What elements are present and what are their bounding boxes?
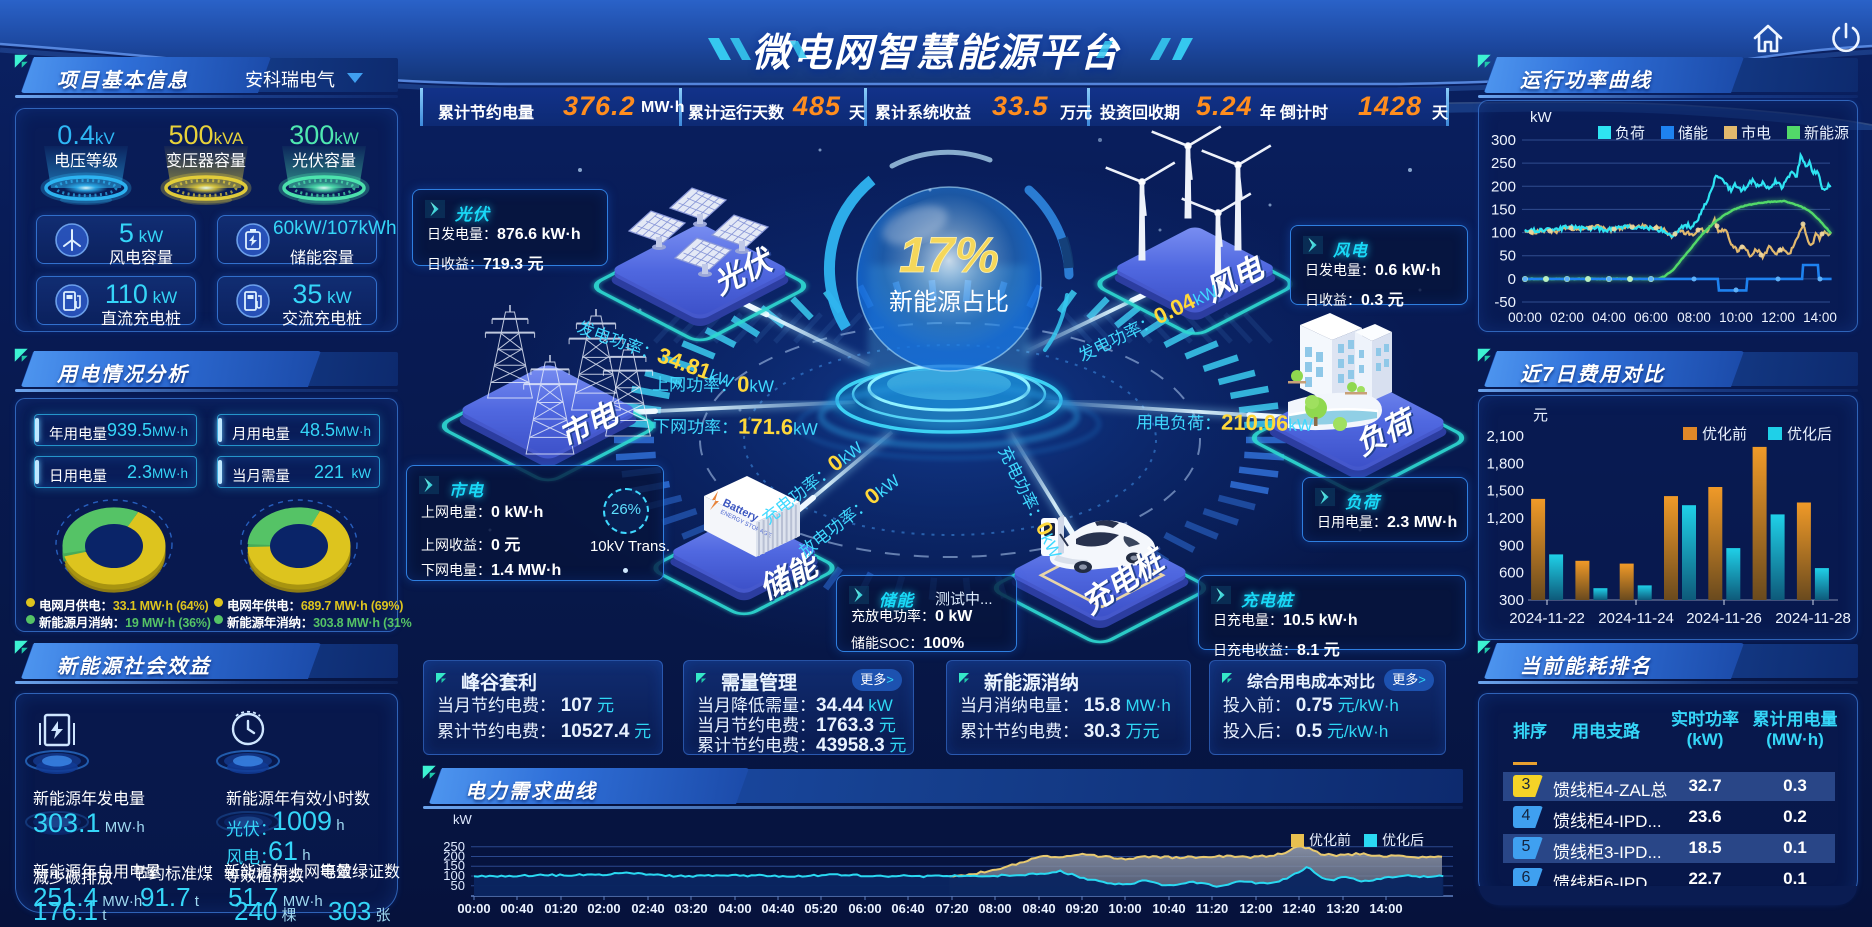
svg-text:负荷: 负荷 — [1615, 125, 1645, 142]
svg-text:00:00: 00:00 — [457, 901, 490, 916]
svg-text:市电: 市电 — [1741, 125, 1771, 142]
svg-text:-50: -50 — [1494, 294, 1516, 311]
svg-text:02:00: 02:00 — [1550, 310, 1584, 325]
svg-text:kW: kW — [1530, 109, 1553, 126]
svg-text:08:40: 08:40 — [1022, 901, 1055, 916]
svg-text:250: 250 — [443, 839, 465, 854]
svg-text:新能源: 新能源 — [1804, 125, 1849, 142]
svg-text:优化后: 优化后 — [1382, 832, 1424, 848]
svg-text:300: 300 — [1499, 592, 1524, 609]
svg-text:02:00: 02:00 — [587, 901, 620, 916]
svg-text:2024-11-22: 2024-11-22 — [1509, 610, 1585, 627]
svg-text:10:40: 10:40 — [1152, 901, 1185, 916]
svg-text:1,800: 1,800 — [1486, 455, 1524, 472]
svg-text:10:00: 10:00 — [1719, 310, 1753, 325]
svg-text:200: 200 — [1491, 178, 1516, 195]
svg-text:1,500: 1,500 — [1486, 483, 1524, 500]
svg-text:12:00: 12:00 — [1239, 901, 1272, 916]
svg-text:储能: 储能 — [1678, 125, 1708, 142]
svg-text:200: 200 — [443, 849, 465, 864]
svg-text:kW: kW — [453, 812, 473, 827]
svg-text:04:00: 04:00 — [718, 901, 751, 916]
svg-text:01:20: 01:20 — [544, 901, 577, 916]
svg-text:04:00: 04:00 — [1592, 310, 1626, 325]
svg-text:14:00: 14:00 — [1803, 310, 1837, 325]
svg-text:05:20: 05:20 — [804, 901, 837, 916]
svg-text:2024-11-28: 2024-11-28 — [1775, 610, 1851, 627]
svg-text:优化前: 优化前 — [1702, 426, 1747, 443]
svg-text:900: 900 — [1499, 537, 1524, 554]
svg-text:50: 50 — [1499, 248, 1516, 265]
svg-text:新能源占比: 新能源占比 — [889, 289, 1009, 316]
svg-text:100: 100 — [1491, 225, 1516, 242]
svg-text:50: 50 — [451, 878, 465, 893]
svg-text:12:00: 12:00 — [1761, 310, 1795, 325]
svg-text:14:00: 14:00 — [1369, 901, 1402, 916]
svg-text:17%: 17% — [899, 227, 999, 283]
svg-text:00:00: 00:00 — [1508, 310, 1542, 325]
svg-text:100: 100 — [443, 868, 465, 883]
svg-text:优化后: 优化后 — [1787, 426, 1832, 443]
svg-text:2024-11-26: 2024-11-26 — [1686, 610, 1762, 627]
svg-text:02:40: 02:40 — [631, 901, 664, 916]
svg-text:优化前: 优化前 — [1309, 832, 1351, 848]
svg-text:07:20: 07:20 — [935, 901, 968, 916]
svg-text:600: 600 — [1499, 565, 1524, 582]
svg-text:元: 元 — [1533, 407, 1548, 424]
svg-text:06:00: 06:00 — [1634, 310, 1668, 325]
svg-text:用电负荷：210.06kW: 用电负荷：210.06kW — [1136, 408, 1313, 436]
svg-text:300: 300 — [1491, 132, 1516, 149]
svg-text:150: 150 — [1491, 201, 1516, 218]
svg-text:06:40: 06:40 — [891, 901, 924, 916]
svg-text:04:40: 04:40 — [761, 901, 794, 916]
svg-text:250: 250 — [1491, 155, 1516, 172]
svg-text:08:00: 08:00 — [1677, 310, 1711, 325]
svg-text:1,200: 1,200 — [1486, 510, 1524, 527]
svg-text:06:00: 06:00 — [848, 901, 881, 916]
svg-text:150: 150 — [443, 858, 465, 873]
svg-text:2024-11-24: 2024-11-24 — [1598, 610, 1674, 627]
svg-text:03:20: 03:20 — [674, 901, 707, 916]
svg-text:08:00: 08:00 — [978, 901, 1011, 916]
svg-text:0: 0 — [1508, 271, 1516, 288]
svg-text:00:40: 00:40 — [500, 901, 533, 916]
svg-text:12:40: 12:40 — [1282, 901, 1315, 916]
svg-text:11:20: 11:20 — [1196, 901, 1229, 916]
svg-text:上网功率：0kW: 上网功率：0kW — [652, 370, 774, 397]
svg-text:2,100: 2,100 — [1486, 428, 1524, 445]
svg-text:09:20: 09:20 — [1065, 901, 1098, 916]
svg-text:13:20: 13:20 — [1326, 901, 1359, 916]
svg-text:10:00: 10:00 — [1108, 901, 1141, 916]
